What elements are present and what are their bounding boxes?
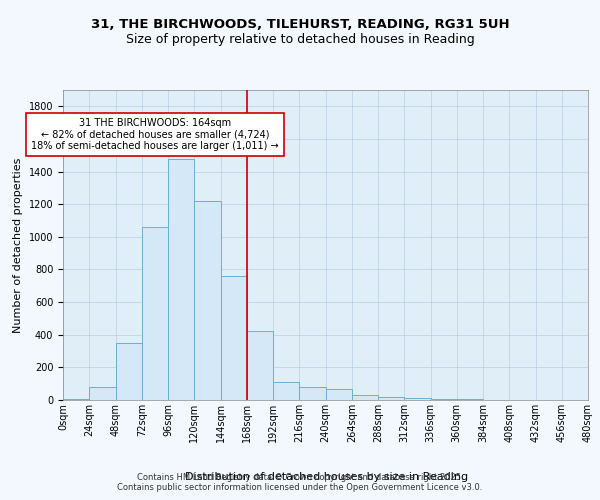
Bar	[89, 387, 115, 400]
Text: Contains HM Land Registry data © Crown copyright and database right 2025.
Contai: Contains HM Land Registry data © Crown c…	[118, 473, 482, 492]
Text: 31, THE BIRCHWOODS, TILEHURST, READING, RG31 5UH: 31, THE BIRCHWOODS, TILEHURST, READING, …	[91, 18, 509, 30]
Bar	[352, 396, 378, 400]
Bar	[378, 396, 404, 400]
Bar	[431, 398, 457, 400]
Bar	[221, 276, 247, 400]
Bar	[194, 201, 221, 400]
Bar	[115, 343, 142, 400]
Bar	[457, 399, 483, 400]
Bar	[168, 158, 194, 400]
Bar	[142, 227, 168, 400]
Y-axis label: Number of detached properties: Number of detached properties	[13, 158, 23, 332]
Bar	[404, 398, 431, 400]
Bar	[63, 399, 89, 400]
Text: 31 THE BIRCHWOODS: 164sqm
← 82% of detached houses are smaller (4,724)
18% of se: 31 THE BIRCHWOODS: 164sqm ← 82% of detac…	[31, 118, 278, 151]
Bar	[247, 332, 273, 400]
Text: Size of property relative to detached houses in Reading: Size of property relative to detached ho…	[125, 32, 475, 46]
Bar	[299, 387, 325, 400]
Bar	[325, 390, 352, 400]
Text: Distribution of detached houses by size in Reading: Distribution of detached houses by size …	[185, 472, 469, 482]
Bar	[273, 382, 299, 400]
